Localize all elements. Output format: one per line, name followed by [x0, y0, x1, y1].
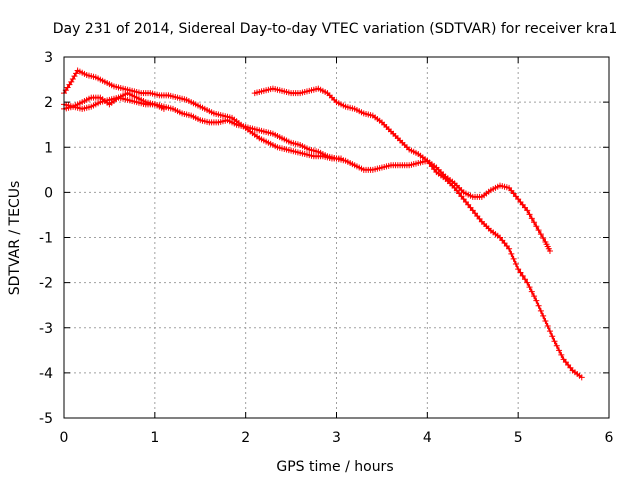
data-point-marker [542, 317, 549, 324]
ticks: 0 1 2 3 4 5 6 -5 -4 -3 -2 -1 0 1 2 3 [39, 50, 614, 446]
data-point-marker [540, 312, 547, 319]
data-point-marker [519, 272, 526, 279]
data-point-marker [526, 284, 533, 291]
data-point-marker [531, 293, 538, 300]
data-point-marker [512, 261, 519, 268]
data-point-marker [537, 231, 544, 238]
data-point-marker [160, 105, 167, 112]
y-tick-label: 0 [44, 185, 53, 201]
data-point-marker [549, 333, 556, 340]
data-point-marker [508, 250, 515, 257]
data-point-marker [535, 302, 542, 309]
y-tick-label: 1 [44, 140, 53, 156]
data-point-marker [515, 266, 522, 273]
chart-title: Day 231 of 2014, Sidereal Day-to-day VTE… [53, 21, 618, 37]
data-point-marker [540, 235, 547, 242]
data-point-marker [578, 374, 585, 381]
data-point-marker [521, 276, 528, 283]
x-tick-label: 1 [150, 430, 159, 446]
data-point-marker [551, 338, 558, 345]
x-tick-label: 2 [241, 430, 250, 446]
y-tick-label: -5 [39, 411, 53, 427]
x-tick-label: 3 [332, 430, 341, 446]
y-axis-label: SDTVAR / TECUs [7, 181, 23, 296]
data-point-marker [533, 223, 540, 230]
y-tick-label: -1 [39, 231, 53, 247]
y-tick-label: -3 [39, 321, 53, 337]
x-axis-label: GPS time / hours [276, 459, 393, 475]
x-tick-label: 0 [60, 430, 69, 446]
y-tick-label: 3 [44, 50, 53, 66]
data-point-marker [553, 342, 560, 349]
data-point-marker [524, 207, 531, 214]
data-point-marker [546, 248, 553, 255]
y-tick-label: -4 [39, 366, 53, 382]
data-point-marker [544, 323, 551, 330]
series-satellite-track-2 [61, 94, 585, 381]
data-point-marker [558, 351, 565, 358]
data-point-marker [526, 211, 533, 218]
data-point-marker [510, 255, 517, 262]
data-point-marker [537, 307, 544, 314]
x-tick-label: 4 [423, 430, 432, 446]
data-point-marker [556, 347, 563, 354]
y-tick-label: -2 [39, 276, 53, 292]
series-satellite-track-3 [61, 90, 167, 112]
data-point-marker [528, 215, 535, 222]
data-point-marker [535, 227, 542, 234]
x-tick-label: 5 [514, 430, 523, 446]
data-point-marker [531, 219, 538, 226]
data-point-marker [533, 297, 540, 304]
data-point-marker [528, 288, 535, 295]
x-tick-label: 6 [605, 430, 614, 446]
data-point-marker [524, 279, 531, 286]
series-layer [61, 67, 585, 381]
series-satellite-track-4 [251, 85, 553, 255]
data-point-marker [506, 245, 513, 252]
data-point-marker [517, 269, 524, 276]
y-tick-label: 2 [44, 95, 53, 111]
data-point-marker [546, 328, 553, 335]
